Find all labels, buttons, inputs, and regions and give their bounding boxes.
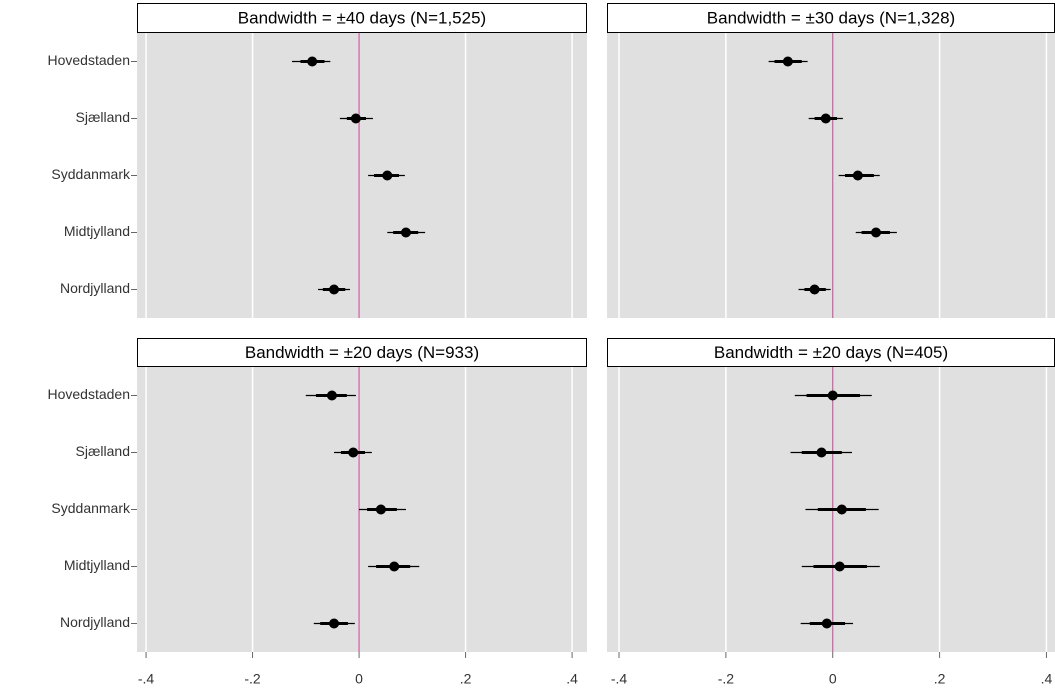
x-tick-label: -.4	[138, 671, 155, 687]
x-tick-label: 0	[829, 671, 837, 687]
y-tick-label: Midtjylland	[64, 557, 130, 573]
panel-title: Bandwidth = ±20 days (N=405)	[714, 343, 948, 362]
panel-title-box	[137, 338, 587, 367]
point-estimate	[821, 618, 832, 629]
y-tick-label: Midtjylland	[64, 223, 130, 239]
point-estimate	[307, 56, 318, 67]
point-estimate	[326, 390, 337, 401]
panel-title: Bandwidth = ±40 days (N=1,525)	[238, 8, 486, 27]
point-estimate	[329, 618, 340, 629]
plot-background	[137, 33, 587, 318]
point-estimate	[809, 284, 820, 295]
point-estimate	[852, 170, 863, 181]
x-tick-label: 0	[355, 671, 363, 687]
point-estimate	[375, 504, 386, 515]
point-estimate	[834, 561, 845, 572]
y-tick-label: Syddanmark	[51, 500, 131, 516]
panel-title: Bandwidth = ±20 days (N=933)	[245, 343, 479, 362]
x-tick-label: .4	[566, 671, 578, 687]
y-tick-label: Hovedstaden	[47, 386, 130, 402]
x-tick-label: .2	[460, 671, 472, 687]
point-estimate	[329, 284, 340, 295]
y-tick-label: Syddanmark	[51, 166, 131, 182]
panel-title-box	[137, 3, 587, 33]
panel-title-box	[607, 338, 1055, 367]
point-estimate	[348, 447, 359, 458]
y-tick-label: Nordjylland	[60, 280, 130, 296]
x-tick-label: .2	[934, 671, 946, 687]
point-estimate	[350, 113, 361, 124]
point-estimate	[400, 227, 411, 238]
point-estimate	[820, 113, 831, 124]
plot-background	[607, 33, 1055, 318]
x-tick-label: -.2	[244, 671, 261, 687]
point-estimate	[836, 504, 847, 515]
panel-title: Bandwidth = ±30 days (N=1,328)	[707, 8, 955, 27]
x-tick-label: .4	[1041, 671, 1053, 687]
point-estimate	[389, 561, 400, 572]
point-estimate	[782, 56, 793, 67]
x-tick-label: -.4	[611, 671, 628, 687]
y-tick-label: Nordjylland	[60, 614, 130, 630]
point-estimate	[827, 390, 838, 401]
point-estimate	[382, 170, 393, 181]
y-tick-label: Sjælland	[76, 109, 130, 125]
y-tick-label: Hovedstaden	[47, 52, 130, 68]
x-tick-label: -.2	[718, 671, 735, 687]
point-estimate	[871, 227, 882, 238]
point-estimate	[816, 447, 827, 458]
y-tick-label: Sjælland	[76, 443, 130, 459]
